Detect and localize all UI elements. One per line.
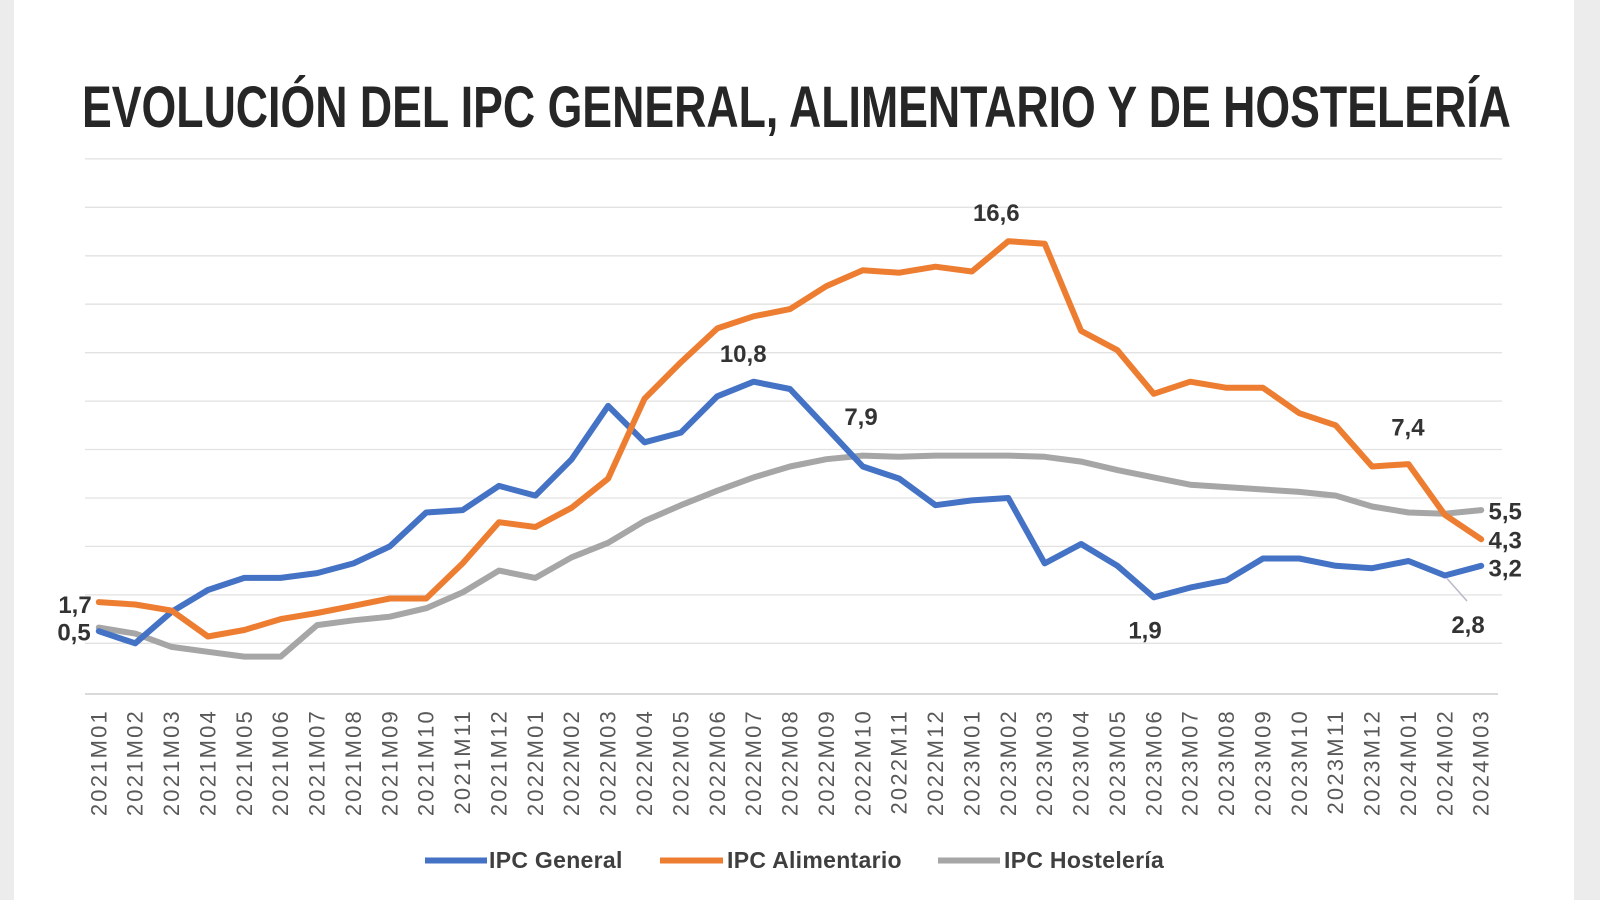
svg-text:2022M07: 2022M07 (741, 709, 766, 816)
svg-text:5,5: 5,5 (1489, 499, 1522, 526)
svg-text:2022M08: 2022M08 (778, 709, 803, 816)
svg-text:2022M03: 2022M03 (596, 709, 621, 816)
svg-text:2023M09: 2023M09 (1251, 709, 1276, 816)
svg-text:2023M03: 2023M03 (1032, 709, 1057, 816)
svg-text:EVOLUCIÓN DEL IPC GENERAL, ALI: EVOLUCIÓN DEL IPC GENERAL, ALIMENTARIO Y… (82, 74, 1511, 139)
svg-text:2022M04: 2022M04 (632, 709, 657, 816)
svg-text:2023M08: 2023M08 (1214, 709, 1239, 816)
svg-text:2021M12: 2021M12 (487, 709, 512, 816)
svg-text:2021M03: 2021M03 (159, 709, 184, 816)
svg-text:0,5: 0,5 (57, 620, 90, 647)
svg-text:2022M02: 2022M02 (559, 709, 584, 816)
svg-text:2021M04: 2021M04 (195, 709, 220, 816)
svg-text:7,9: 7,9 (844, 404, 877, 431)
svg-text:3,2: 3,2 (1489, 556, 1522, 583)
svg-text:2021M02: 2021M02 (123, 709, 148, 816)
svg-text:2022M12: 2022M12 (923, 709, 948, 816)
svg-text:2023M04: 2023M04 (1069, 709, 1094, 816)
svg-text:2021M05: 2021M05 (232, 709, 257, 816)
svg-text:10,8: 10,8 (720, 341, 767, 368)
svg-text:2021M08: 2021M08 (341, 709, 366, 816)
svg-text:2022M11: 2022M11 (887, 709, 912, 815)
svg-text:IPC Alimentario: IPC Alimentario (727, 847, 902, 873)
svg-text:2024M01: 2024M01 (1396, 709, 1421, 816)
svg-text:2023M05: 2023M05 (1105, 709, 1130, 816)
svg-text:2023M10: 2023M10 (1287, 709, 1312, 816)
svg-text:2021M09: 2021M09 (377, 709, 402, 816)
svg-text:2023M06: 2023M06 (1141, 709, 1166, 816)
svg-text:2023M11: 2023M11 (1323, 709, 1348, 815)
svg-text:2,8: 2,8 (1451, 612, 1484, 639)
svg-text:IPC Hostelería: IPC Hostelería (1004, 847, 1164, 873)
svg-text:2021M01: 2021M01 (86, 709, 111, 816)
svg-text:1,9: 1,9 (1128, 618, 1161, 645)
svg-text:2023M07: 2023M07 (1178, 709, 1203, 816)
svg-text:16,6: 16,6 (973, 200, 1020, 227)
svg-text:4,3: 4,3 (1489, 528, 1522, 555)
svg-text:2021M11: 2021M11 (450, 709, 475, 815)
svg-text:2023M02: 2023M02 (996, 709, 1021, 816)
svg-text:2021M07: 2021M07 (305, 709, 330, 816)
svg-text:2022M06: 2022M06 (705, 709, 730, 816)
svg-text:1,7: 1,7 (58, 592, 91, 619)
svg-text:2021M06: 2021M06 (268, 709, 293, 816)
svg-text:2022M09: 2022M09 (814, 709, 839, 816)
svg-text:2024M03: 2024M03 (1469, 709, 1494, 816)
svg-text:2022M05: 2022M05 (668, 709, 693, 816)
svg-text:2022M10: 2022M10 (850, 709, 875, 816)
svg-text:2022M01: 2022M01 (523, 709, 548, 816)
svg-text:2023M12: 2023M12 (1360, 709, 1385, 816)
svg-text:2024M02: 2024M02 (1432, 709, 1457, 816)
svg-text:2021M10: 2021M10 (414, 709, 439, 816)
svg-text:7,4: 7,4 (1391, 415, 1425, 442)
svg-text:2023M01: 2023M01 (959, 709, 984, 816)
svg-text:IPC General: IPC General (489, 847, 623, 873)
